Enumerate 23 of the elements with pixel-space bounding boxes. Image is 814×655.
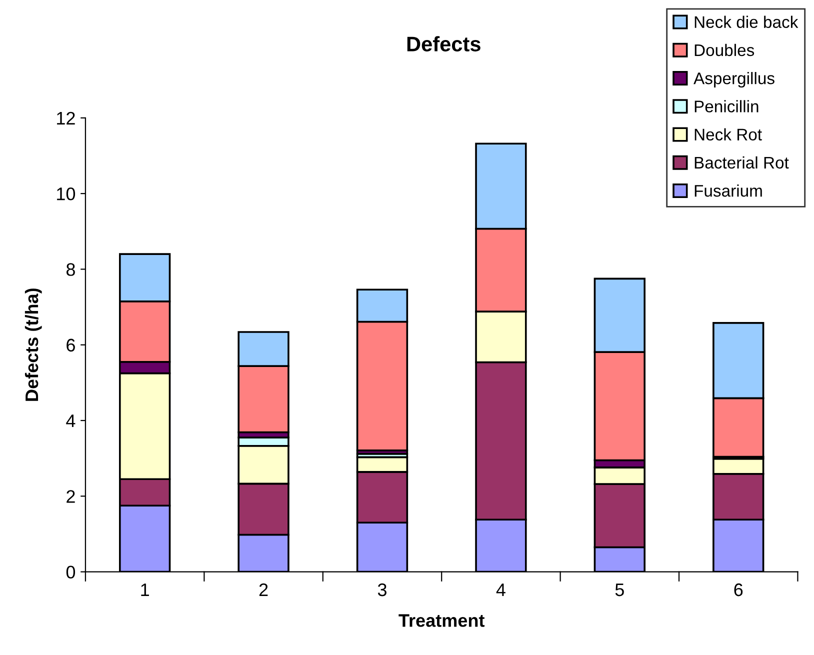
y-tick-label: 0 <box>66 566 76 579</box>
x-tick-label: 3 <box>378 583 386 596</box>
legend-label: Neck die back <box>694 16 798 28</box>
y-tick-label: 6 <box>66 338 75 352</box>
legend-label: Doubles <box>694 44 754 56</box>
legend-label: Neck Rot <box>694 128 762 140</box>
x-tick-label: 5 <box>615 584 624 596</box>
x-tick-label: 6 <box>734 583 743 596</box>
chart-title: Defects <box>407 36 480 52</box>
y-tick-label: 10 <box>57 187 76 200</box>
y-tick-label: 12 <box>57 112 75 124</box>
x-tick-label: 4 <box>496 584 506 596</box>
y-axis-title: Defects (t/ha) <box>24 288 42 401</box>
y-tick-label: 4 <box>66 414 76 428</box>
x-tick-label: 1 <box>141 584 149 596</box>
x-axis-title: Treatment <box>398 614 485 627</box>
x-tick-label: 2 <box>259 583 268 596</box>
legend-label: Fusarium <box>694 184 762 197</box>
y-tick-label: 2 <box>66 490 75 503</box>
y-tick-label: 8 <box>66 263 75 276</box>
legend-label: Penicillin <box>694 100 758 112</box>
legend-label: Bacterial Rot <box>694 156 789 169</box>
legend-label: Aspergillus <box>694 72 774 88</box>
